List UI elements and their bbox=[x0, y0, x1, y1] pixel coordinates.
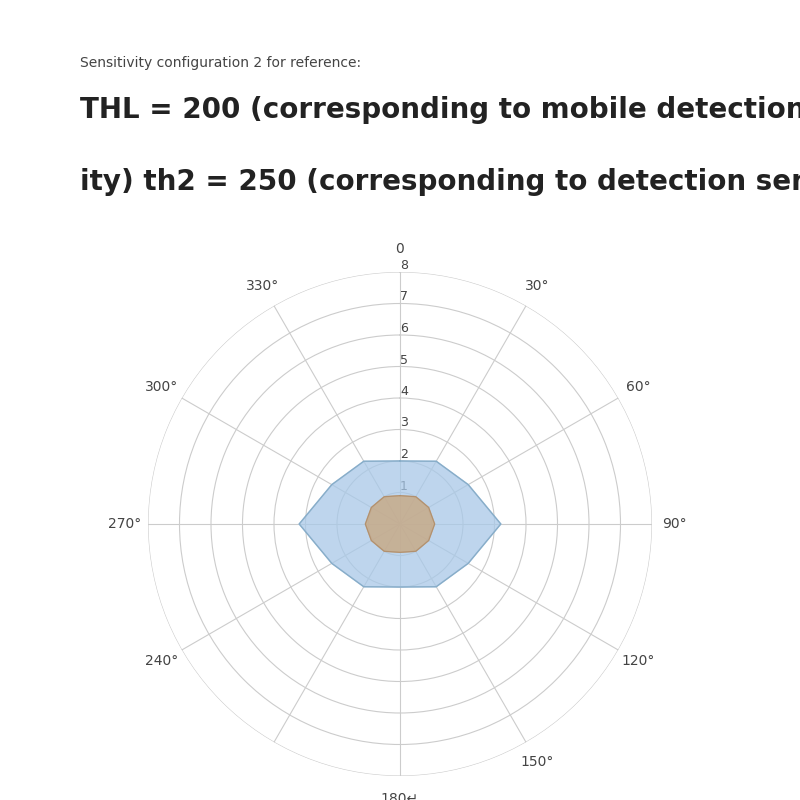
Text: ity) th2 = 250 (corresponding to detection sensitivity: ity) th2 = 250 (corresponding to detecti… bbox=[80, 168, 800, 196]
Text: Sensitivity configuration 2 for reference:: Sensitivity configuration 2 for referenc… bbox=[80, 56, 361, 70]
Polygon shape bbox=[299, 461, 501, 587]
Polygon shape bbox=[366, 496, 434, 552]
Text: THL = 200 (corresponding to mobile detection sensitiv-: THL = 200 (corresponding to mobile detec… bbox=[80, 96, 800, 124]
